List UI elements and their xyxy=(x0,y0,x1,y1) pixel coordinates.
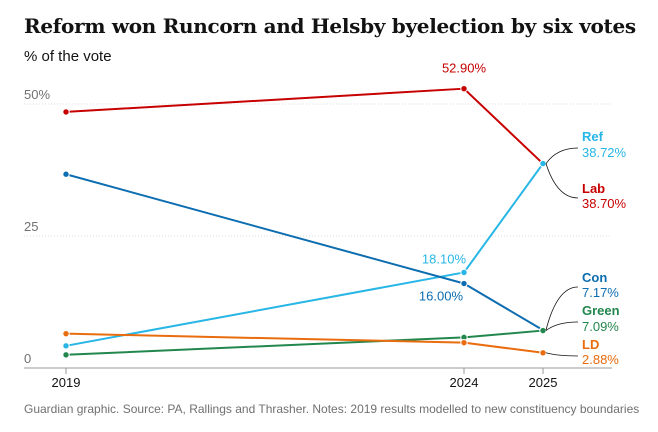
leader-line xyxy=(545,321,579,331)
data-label: 18.10% xyxy=(422,251,467,266)
series-label-ref: Ref xyxy=(582,129,604,144)
data-point-ref xyxy=(62,342,70,350)
data-point-lab xyxy=(62,108,70,116)
series-label-ld: LD xyxy=(582,337,599,352)
data-point-ld xyxy=(62,329,70,338)
leader-line xyxy=(545,352,579,357)
series-line-lab xyxy=(65,87,544,165)
x-tick-label: 2024 xyxy=(450,375,479,390)
data-point-green xyxy=(62,351,70,359)
y-tick-label: 25 xyxy=(24,219,38,234)
chart-subtitle: % of the vote xyxy=(24,48,112,65)
x-tick-label: 2025 xyxy=(529,375,558,390)
data-point-ld xyxy=(539,349,547,357)
data-label: 52.90% xyxy=(442,61,487,76)
data-point-ld xyxy=(460,338,468,347)
data-point-con xyxy=(460,279,468,288)
series-label-green: Green xyxy=(582,303,620,318)
data-point-ref xyxy=(460,268,468,277)
data-label: 16.00% xyxy=(419,289,464,304)
data-point-lab xyxy=(460,84,468,93)
series-line-ref xyxy=(65,162,544,347)
y-tick-label: 50% xyxy=(24,87,50,102)
data-point-ref xyxy=(539,159,547,168)
leader-line xyxy=(545,147,579,164)
series-value-con: 7.17% xyxy=(582,285,619,300)
x-tick-label: 2019 xyxy=(52,375,81,390)
source-note: Guardian graphic. Source: PA, Rallings a… xyxy=(24,402,640,416)
series-line-con xyxy=(65,173,544,332)
y-tick-label: 0 xyxy=(24,351,31,366)
series-value-lab: 38.70% xyxy=(582,196,627,211)
leader-line xyxy=(545,163,579,199)
leader-line xyxy=(545,286,579,331)
data-point-green xyxy=(539,326,547,335)
chart-title: Reform won Runcorn and Helsby byelection… xyxy=(24,14,636,38)
series-value-ld: 2.88% xyxy=(582,352,619,367)
series-value-ref: 38.72% xyxy=(582,145,627,160)
series-label-lab: Lab xyxy=(582,181,605,196)
series-value-green: 7.09% xyxy=(582,319,619,334)
data-point-con xyxy=(62,170,70,178)
series-label-con: Con xyxy=(582,270,607,285)
